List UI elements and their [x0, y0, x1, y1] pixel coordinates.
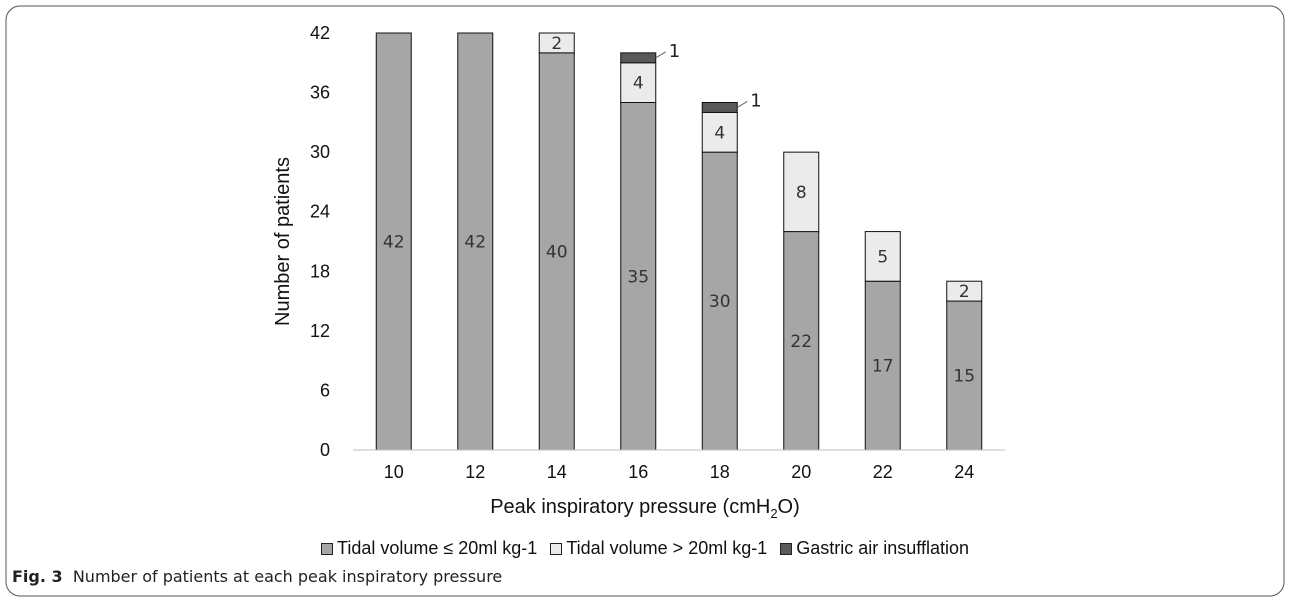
x-tick-label: 24	[954, 462, 974, 482]
bar-segment	[457, 32, 494, 451]
x-axis-title-main: Peak inspiratory pressure (cmH	[490, 496, 771, 518]
y-tick-label: 0	[320, 440, 330, 460]
bar-segment	[538, 52, 575, 451]
data-label: 1	[669, 41, 680, 62]
x-axis-title-subscript: 2	[770, 506, 778, 521]
y-tick-label: 12	[310, 321, 330, 341]
y-tick-label: 30	[310, 142, 330, 162]
x-tick-label: 12	[465, 462, 485, 482]
legend-item-gastric: Gastric air insufflation	[780, 538, 969, 559]
bar-segment	[864, 231, 901, 282]
figure-caption-text: Number of patients at each peak inspirat…	[72, 567, 503, 586]
data-label: 22	[790, 332, 812, 352]
y-tick-label: 42	[310, 23, 330, 43]
bar-segment	[701, 151, 738, 451]
data-label: 17	[872, 357, 894, 377]
data-label: 4	[633, 74, 644, 94]
x-tick-label: 18	[710, 462, 730, 482]
legend-label-gastric: Gastric air insufflation	[796, 538, 969, 558]
bar-segment	[946, 300, 983, 451]
data-label: 5	[877, 247, 888, 267]
data-label: 40	[546, 242, 568, 262]
y-tick-label: 24	[310, 202, 330, 222]
data-label-leader	[736, 101, 748, 108]
data-label: 15	[953, 367, 975, 387]
data-label: 8	[796, 183, 807, 203]
bar-segment	[375, 32, 412, 451]
bar-segment	[946, 280, 983, 302]
x-tick-label: 22	[873, 462, 893, 482]
x-tick-label: 14	[547, 462, 567, 482]
data-label: 30	[709, 292, 731, 312]
bar-segment	[783, 151, 820, 233]
data-label: 2	[959, 282, 970, 302]
bar-segment	[620, 62, 657, 103]
bar-segment	[864, 280, 901, 451]
legend-label-tidal-low: Tidal volume ≤ 20ml kg-1	[337, 538, 538, 558]
y-tick-label: 36	[310, 83, 330, 103]
x-axis-title: Peak inspiratory pressure (cmH2O)	[0, 496, 1290, 521]
x-tick-label: 16	[628, 462, 648, 482]
bar-segment	[620, 102, 657, 451]
data-label: 2	[551, 34, 562, 54]
legend-item-tidal-high: Tidal volume > 20ml kg-1	[550, 538, 767, 559]
x-axis-title-end: O)	[777, 496, 800, 518]
legend-item-tidal-low: Tidal volume ≤ 20ml kg-1	[321, 538, 537, 559]
x-tick-label: 10	[384, 462, 404, 482]
y-tick-label: 18	[310, 261, 330, 281]
bar-segment	[701, 111, 738, 153]
x-tick-label: 20	[791, 462, 811, 482]
data-label-leader	[655, 51, 667, 59]
bar-segment	[701, 102, 738, 113]
legend-swatch-gastric	[780, 542, 793, 555]
data-label: 1	[750, 90, 761, 111]
y-axis-title: Number of patients	[272, 157, 294, 326]
figure-caption-label: Fig. 3	[12, 567, 63, 586]
figure-border	[5, 5, 1285, 597]
bar-segment	[620, 52, 657, 64]
data-label: 42	[464, 233, 486, 253]
data-label: 42	[383, 233, 405, 253]
chart-legend: Tidal volume ≤ 20ml kg-1 Tidal volume > …	[0, 538, 1290, 560]
legend-swatch-tidal-low	[321, 542, 333, 555]
figure-caption: Fig. 3 Number of patients at each peak i…	[12, 567, 502, 586]
legend-label-tidal-high: Tidal volume > 20ml kg-1	[566, 538, 768, 558]
y-tick-label: 6	[320, 380, 330, 400]
data-label: 35	[627, 267, 649, 287]
data-label: 4	[714, 123, 725, 143]
bar-segment	[538, 32, 575, 54]
legend-swatch-tidal-high	[550, 542, 563, 555]
